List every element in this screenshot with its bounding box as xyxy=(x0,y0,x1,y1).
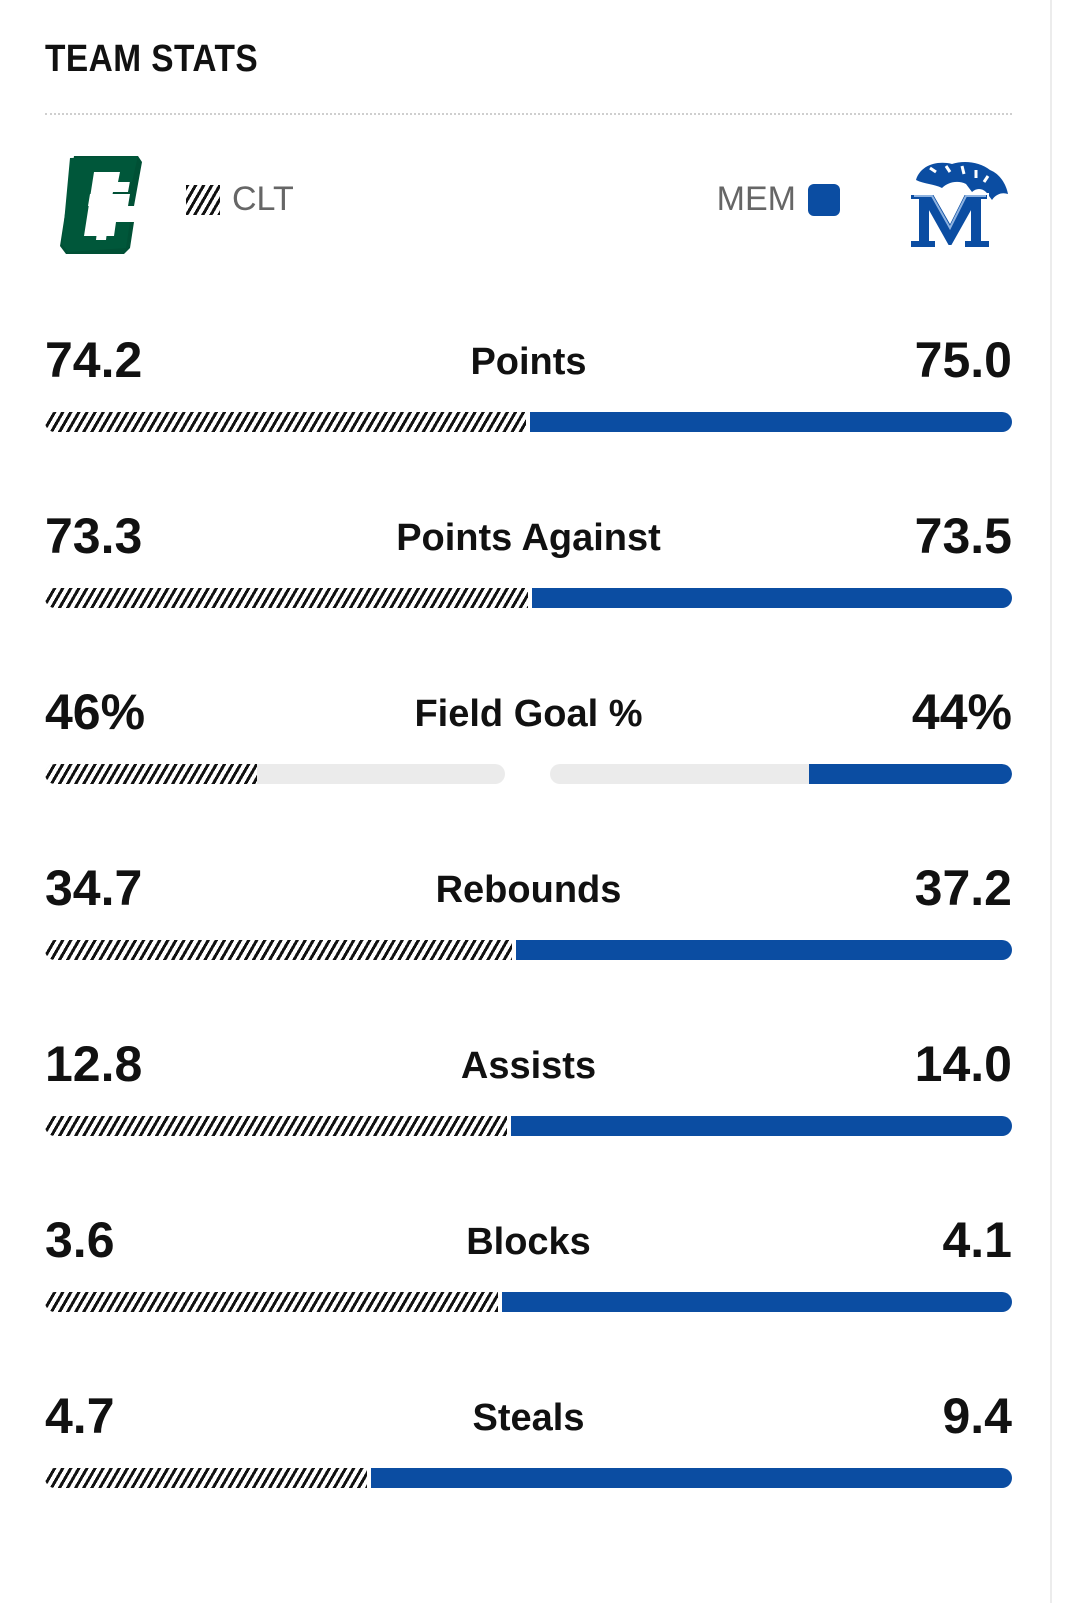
stat-label: Blocks xyxy=(466,1221,591,1263)
stat-row: 3.6 Blocks 4.1 xyxy=(45,1210,1012,1340)
stat-row: 46% Field Goal % 44% xyxy=(45,682,1012,812)
stat-value-clt: 46% xyxy=(45,684,146,740)
stat-row: 4.7 Steals 9.4 xyxy=(45,1386,1012,1516)
clt-bar-fill xyxy=(45,1292,498,1312)
stat-value-clt: 34.7 xyxy=(45,860,143,916)
stat-comparison-bar xyxy=(45,588,1012,608)
stat-label: Steals xyxy=(472,1397,585,1439)
clt-bar-fill xyxy=(45,412,526,432)
stat-row: 34.7 Rebounds 37.2 xyxy=(45,858,1012,988)
mem-bar-fill xyxy=(371,1468,1012,1488)
mem-track xyxy=(550,764,1012,784)
stat-label: Points xyxy=(470,341,587,383)
clt-bar-fill xyxy=(45,588,528,608)
clt-bar-fill xyxy=(45,1116,507,1136)
mem-bar-fill xyxy=(530,412,1012,432)
clt-bar-fill xyxy=(45,764,257,784)
clt-hatch-swatch-icon xyxy=(186,184,220,215)
legend-clt-label: CLT xyxy=(232,180,294,218)
stat-comparison-bar xyxy=(45,1468,1012,1488)
legend-mem-label: MEM xyxy=(716,180,796,218)
mem-bar-fill xyxy=(511,1116,1012,1136)
stat-value-clt: 4.7 xyxy=(45,1388,115,1444)
clt-bar-fill xyxy=(45,940,512,960)
mem-bar-fill xyxy=(502,1292,1012,1312)
stat-comparison-bar xyxy=(45,412,1012,432)
clt-track xyxy=(45,764,505,784)
stat-value-mem: 9.4 xyxy=(942,1388,1012,1444)
stat-label: Points Against xyxy=(396,517,661,559)
mem-bar-fill xyxy=(808,764,1012,784)
clt-bar-fill xyxy=(45,1468,367,1488)
mem-bar-fill xyxy=(532,588,1012,608)
mem-bar-fill xyxy=(516,940,1012,960)
stat-value-mem: 75.0 xyxy=(914,332,1012,388)
stat-row: 12.8 Assists 14.0 xyxy=(45,1034,1012,1164)
stat-comparison-bar xyxy=(45,764,1012,784)
stat-label: Field Goal % xyxy=(414,693,643,735)
stat-value-mem: 44% xyxy=(911,684,1012,740)
stat-value-mem: 14.0 xyxy=(914,1036,1012,1092)
stat-value-clt: 12.8 xyxy=(45,1036,143,1092)
legend-clt: CLT xyxy=(186,180,294,219)
stat-row: 74.2 Points 75.0 xyxy=(45,330,1012,460)
stat-value-mem: 73.5 xyxy=(914,508,1012,564)
team-stats-card: TEAM STATS CLT MEM 74.2 Points 75.0 73.3 Poi… xyxy=(45,0,1052,1603)
stat-label: Rebounds xyxy=(435,869,622,911)
charlotte-logo-icon xyxy=(60,156,142,254)
stat-label: Assists xyxy=(460,1045,597,1087)
mem-color-swatch-icon xyxy=(808,183,840,216)
stat-comparison-bar xyxy=(45,1116,1012,1136)
legend-mem: MEM xyxy=(717,180,840,219)
stat-value-clt: 73.3 xyxy=(45,508,143,564)
stat-row: 73.3 Points Against 73.5 xyxy=(45,506,1012,636)
stat-value-clt: 3.6 xyxy=(45,1212,115,1268)
stat-value-clt: 74.2 xyxy=(45,332,143,388)
memphis-logo-icon xyxy=(909,162,1008,249)
stat-comparison-bar xyxy=(45,940,1012,960)
stat-value-mem: 37.2 xyxy=(914,860,1012,916)
section-title: TEAM STATS xyxy=(45,38,259,80)
title-divider xyxy=(45,113,1012,115)
stat-comparison-bar xyxy=(45,1292,1012,1312)
stat-value-mem: 4.1 xyxy=(942,1212,1012,1268)
